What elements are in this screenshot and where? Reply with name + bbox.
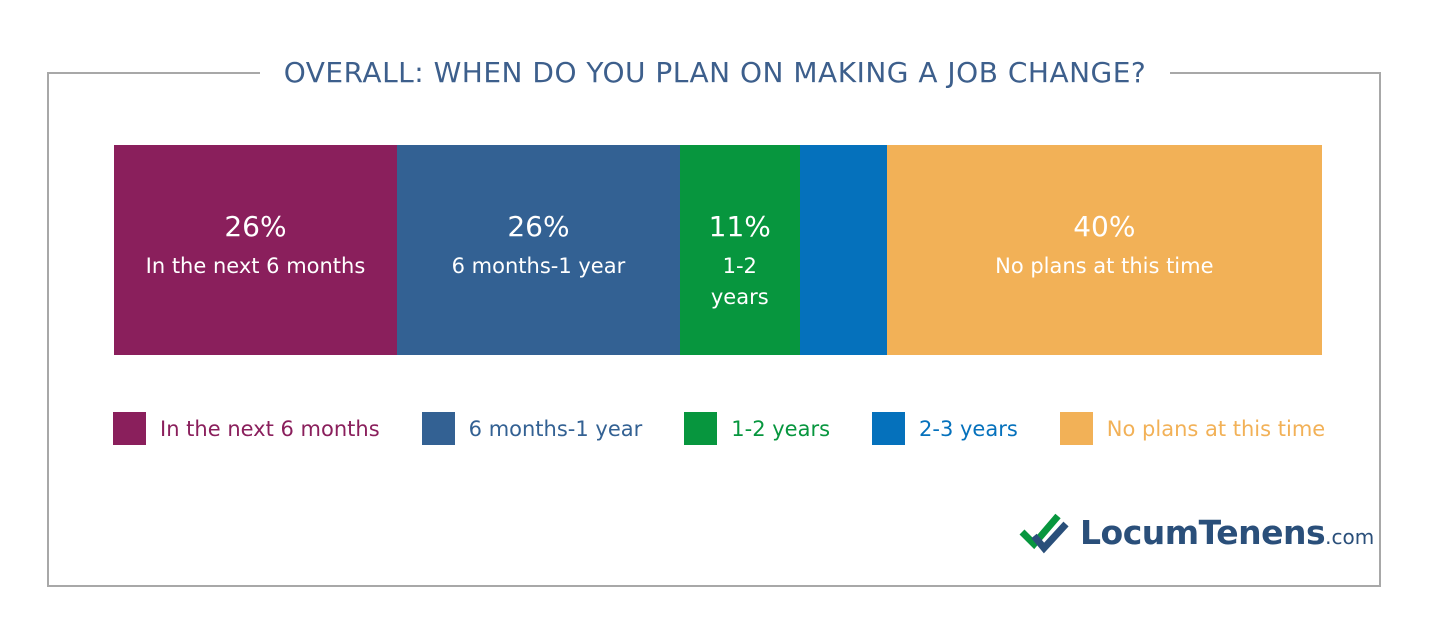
logo-icon [1019,513,1069,554]
legend-item: In the next 6 months [113,412,380,445]
chart-title: OVERALL: WHEN DO YOU PLAN ON MAKING A JO… [259,56,1171,89]
legend: In the next 6 months 6 months-1 year 1-2 y… [113,412,1325,445]
bar-segment: 26% 6 months-1 year [396,145,680,355]
title-wrap: OVERALL: WHEN DO YOU PLAN ON MAKING A JO… [0,56,1430,89]
legend-item: 1-2 years [684,412,830,445]
legend-swatch [684,412,718,445]
legend-swatch [113,412,146,445]
legend-label: 1-2 years [731,416,831,441]
segment-label: 1-2 years [710,254,769,309]
segment-label: In the next 6 months [145,254,366,278]
legend-label: No plans at this time [1106,416,1326,441]
legend-swatch [1059,412,1093,445]
bar-segment [799,145,887,355]
bar-segment: 11% 1-2 years [679,145,800,355]
legend-swatch [421,412,455,445]
logo-suffix: .com [1325,525,1375,549]
logo: LocumTenens .com [1018,510,1374,554]
logo-name: LocumTenens [1080,512,1326,552]
legend-item: 6 months-1 year [421,412,643,445]
legend-item: 2-3 years [872,412,1018,445]
legend-label: 6 months-1 year [468,416,643,441]
legend-label: 2-3 years [919,416,1018,441]
legend-label: In the next 6 months [160,416,380,441]
bar-segment: 40% No plans at this time [886,145,1322,355]
segment-label: No plans at this time [995,254,1214,278]
data-label: 26% [224,210,287,243]
legend-swatch [872,412,906,445]
data-label: 11% [708,210,771,243]
data-label: 40% [1073,210,1136,243]
stacked-bar: 26% In the next 6 months 26% 6 months-1 yea… [114,145,1322,355]
bar-segment: 26% In the next 6 months [114,145,397,355]
segment-label: 6 months-1 year [451,254,626,278]
legend-item: No plans at this time [1059,412,1326,445]
data-label: 26% [507,210,570,243]
